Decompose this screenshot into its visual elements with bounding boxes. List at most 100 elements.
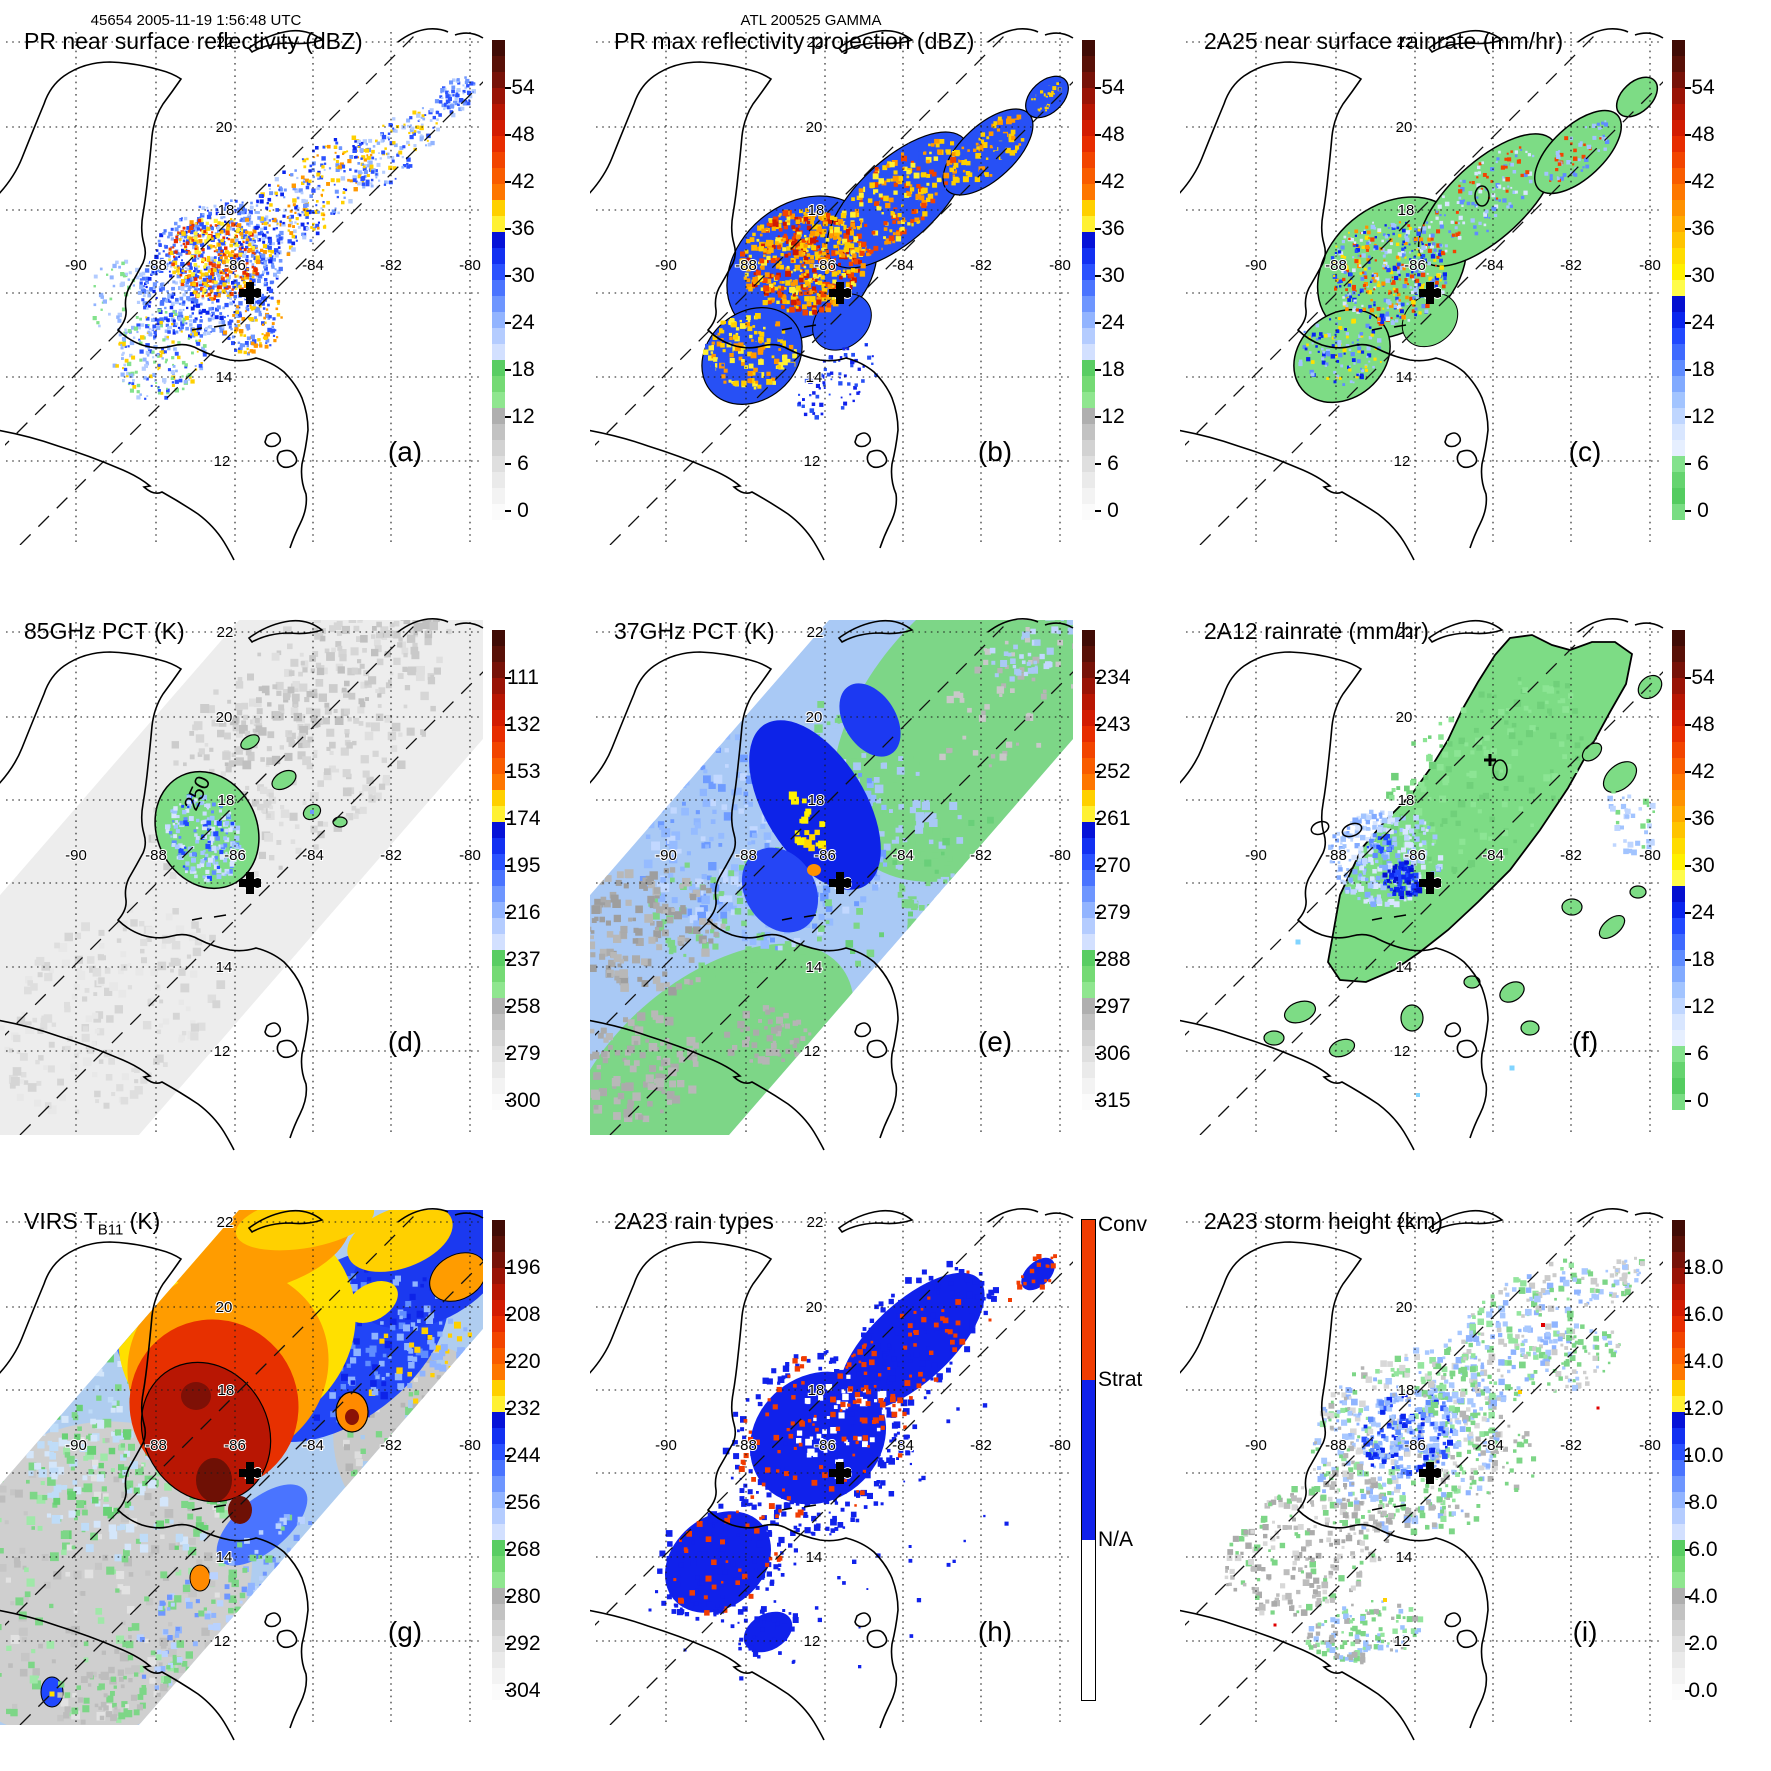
colorbar-pct37: [1082, 630, 1095, 1110]
panel-title: PR max reflectivity projection (dBZ): [614, 28, 975, 54]
colorbar-segment: [1082, 806, 1095, 822]
panel-letter: (h): [977, 1616, 1013, 1647]
colorbar-segment: [492, 1316, 505, 1332]
colorbar-tick: [1685, 912, 1691, 914]
colorbar-tick-label: 0: [1107, 499, 1119, 522]
colorbar-segment: [1672, 344, 1685, 360]
map-b: 222018161412-90-88-86-84-82-80: [590, 28, 1074, 561]
colorbar-segment: [1672, 360, 1685, 376]
colorbar-segment: [492, 758, 505, 774]
colorbar-segment: [492, 264, 505, 280]
colorbar-segment: [1082, 72, 1095, 88]
colorbar-segment: [1672, 136, 1685, 152]
colorbar-segment: [1672, 1078, 1685, 1094]
colorbar-segment: [1082, 1078, 1095, 1094]
colorbar-tick-label: 42: [1691, 760, 1715, 783]
colorbar-tick: [1685, 1314, 1691, 1316]
colorbar-tick: [1685, 771, 1691, 773]
colorbar-segment: [1672, 726, 1685, 742]
colorbar-segment: [1082, 838, 1095, 854]
colorbar-tick-label: 30: [1691, 854, 1715, 877]
colorbar-segment: [1672, 328, 1685, 344]
colorbar-segment: [1082, 88, 1095, 104]
colorbar-segment: [1672, 1062, 1685, 1078]
colorbar-tick: [1095, 322, 1101, 324]
svg-text:12: 12: [804, 453, 821, 470]
storm-marker: [1419, 282, 1441, 304]
swath-edge-dashes: [5, 620, 483, 1135]
colorbar-segment: [1672, 822, 1685, 838]
colorbar-tick-label: 315: [1095, 1089, 1131, 1112]
svg-text:-80: -80: [1049, 257, 1071, 274]
colorbar-segment: [1672, 1412, 1685, 1428]
colorbar-segment: [1082, 966, 1095, 982]
colorbar-segment: [1672, 966, 1685, 982]
colorbar-segment: [1672, 456, 1685, 472]
colorbar-segment: [492, 918, 505, 934]
svg-text:-80: -80: [1639, 257, 1661, 274]
storm-marker: [829, 282, 851, 304]
colorbar-segment: [1082, 56, 1095, 72]
panel-title: 2A25 near surface rainrate (mm/hr): [1204, 28, 1564, 54]
colorbar-tick-label: 36: [1691, 217, 1715, 240]
colorbar-segment: [1082, 918, 1095, 934]
colorbar-segment: [1672, 1046, 1685, 1062]
colorbar-segment: [1082, 646, 1095, 662]
svg-text:-90: -90: [65, 257, 87, 274]
swath-data: [648, 1254, 1057, 1681]
colorbar-segment: [492, 966, 505, 982]
colorbar-segment: [1672, 646, 1685, 662]
colorbar-segment: [1672, 1428, 1685, 1444]
map-a: 222018161412-90-88-86-84-82-80: [0, 28, 484, 561]
colorbar-segment: [1082, 120, 1095, 136]
swath-edge-dashes: [5, 1210, 483, 1725]
map-i: 222018161412-90-88-86-84-82-80: [1180, 1208, 1664, 1741]
colorbar-segment: [1672, 1492, 1685, 1508]
colorbar-segment: [492, 694, 505, 710]
colorbar-segment: [1082, 1014, 1095, 1030]
colorbar-virs: [492, 1220, 505, 1700]
colorbar-segment: [1082, 376, 1095, 392]
svg-text:-88: -88: [145, 257, 167, 274]
colorbar-tick-label: 0: [517, 499, 529, 522]
swath-data: [1224, 1256, 1645, 1665]
colorbar-tick-label: 18: [1691, 358, 1715, 381]
colorbar-tick-label: 16.0: [1682, 1303, 1724, 1326]
colorbar-tick-label: 153: [505, 760, 541, 783]
colorbar-segment: [1672, 1540, 1685, 1556]
colorbar-dbz: [1082, 40, 1095, 520]
storm-marker: [239, 1462, 261, 1484]
colorbar-tick-label: Conv: [1098, 1213, 1148, 1236]
colorbar-tick-label: 244: [505, 1444, 541, 1467]
colorbar-segment: [492, 216, 505, 232]
colorbar-tick-label: 48: [1691, 713, 1715, 736]
colorbar-tick: [1685, 275, 1691, 277]
colorbar-segment: [1672, 488, 1685, 504]
colorbar-tick: [505, 87, 511, 89]
colorbar-segment: [492, 1540, 505, 1556]
swath-edge-dashes: [595, 1210, 1073, 1725]
colorbar-segment: [492, 710, 505, 726]
colorbar-segment: [492, 1492, 505, 1508]
colorbar-tick: [505, 463, 511, 465]
colorbar-tick: [1095, 510, 1101, 512]
colorbar-tick: [1095, 463, 1101, 465]
colorbar-segment: [1082, 232, 1095, 248]
colorbar-segment: [1672, 678, 1685, 694]
colorbar-tick-label: 54: [511, 76, 535, 99]
colorbar-rain: [1672, 40, 1685, 520]
svg-text:-82: -82: [380, 257, 402, 274]
panel-letter: (i): [1572, 1616, 1598, 1647]
colorbar-tick-label: 196: [505, 1256, 541, 1279]
colorbar-segment: [1672, 504, 1685, 520]
colorbar-tick-label: 232: [505, 1397, 541, 1420]
colorbar-tick: [1685, 463, 1691, 465]
colorbar-tick-label: 8.0: [1688, 1491, 1718, 1514]
colorbar-segment: [492, 1252, 505, 1268]
colorbar-segment: [1672, 1572, 1685, 1588]
colorbar-segment: [492, 1524, 505, 1540]
colorbar-tick: [505, 677, 511, 679]
colorbar-segment: [1672, 408, 1685, 424]
colorbar-segment: [492, 104, 505, 120]
colorbar-segment: [1082, 40, 1095, 56]
